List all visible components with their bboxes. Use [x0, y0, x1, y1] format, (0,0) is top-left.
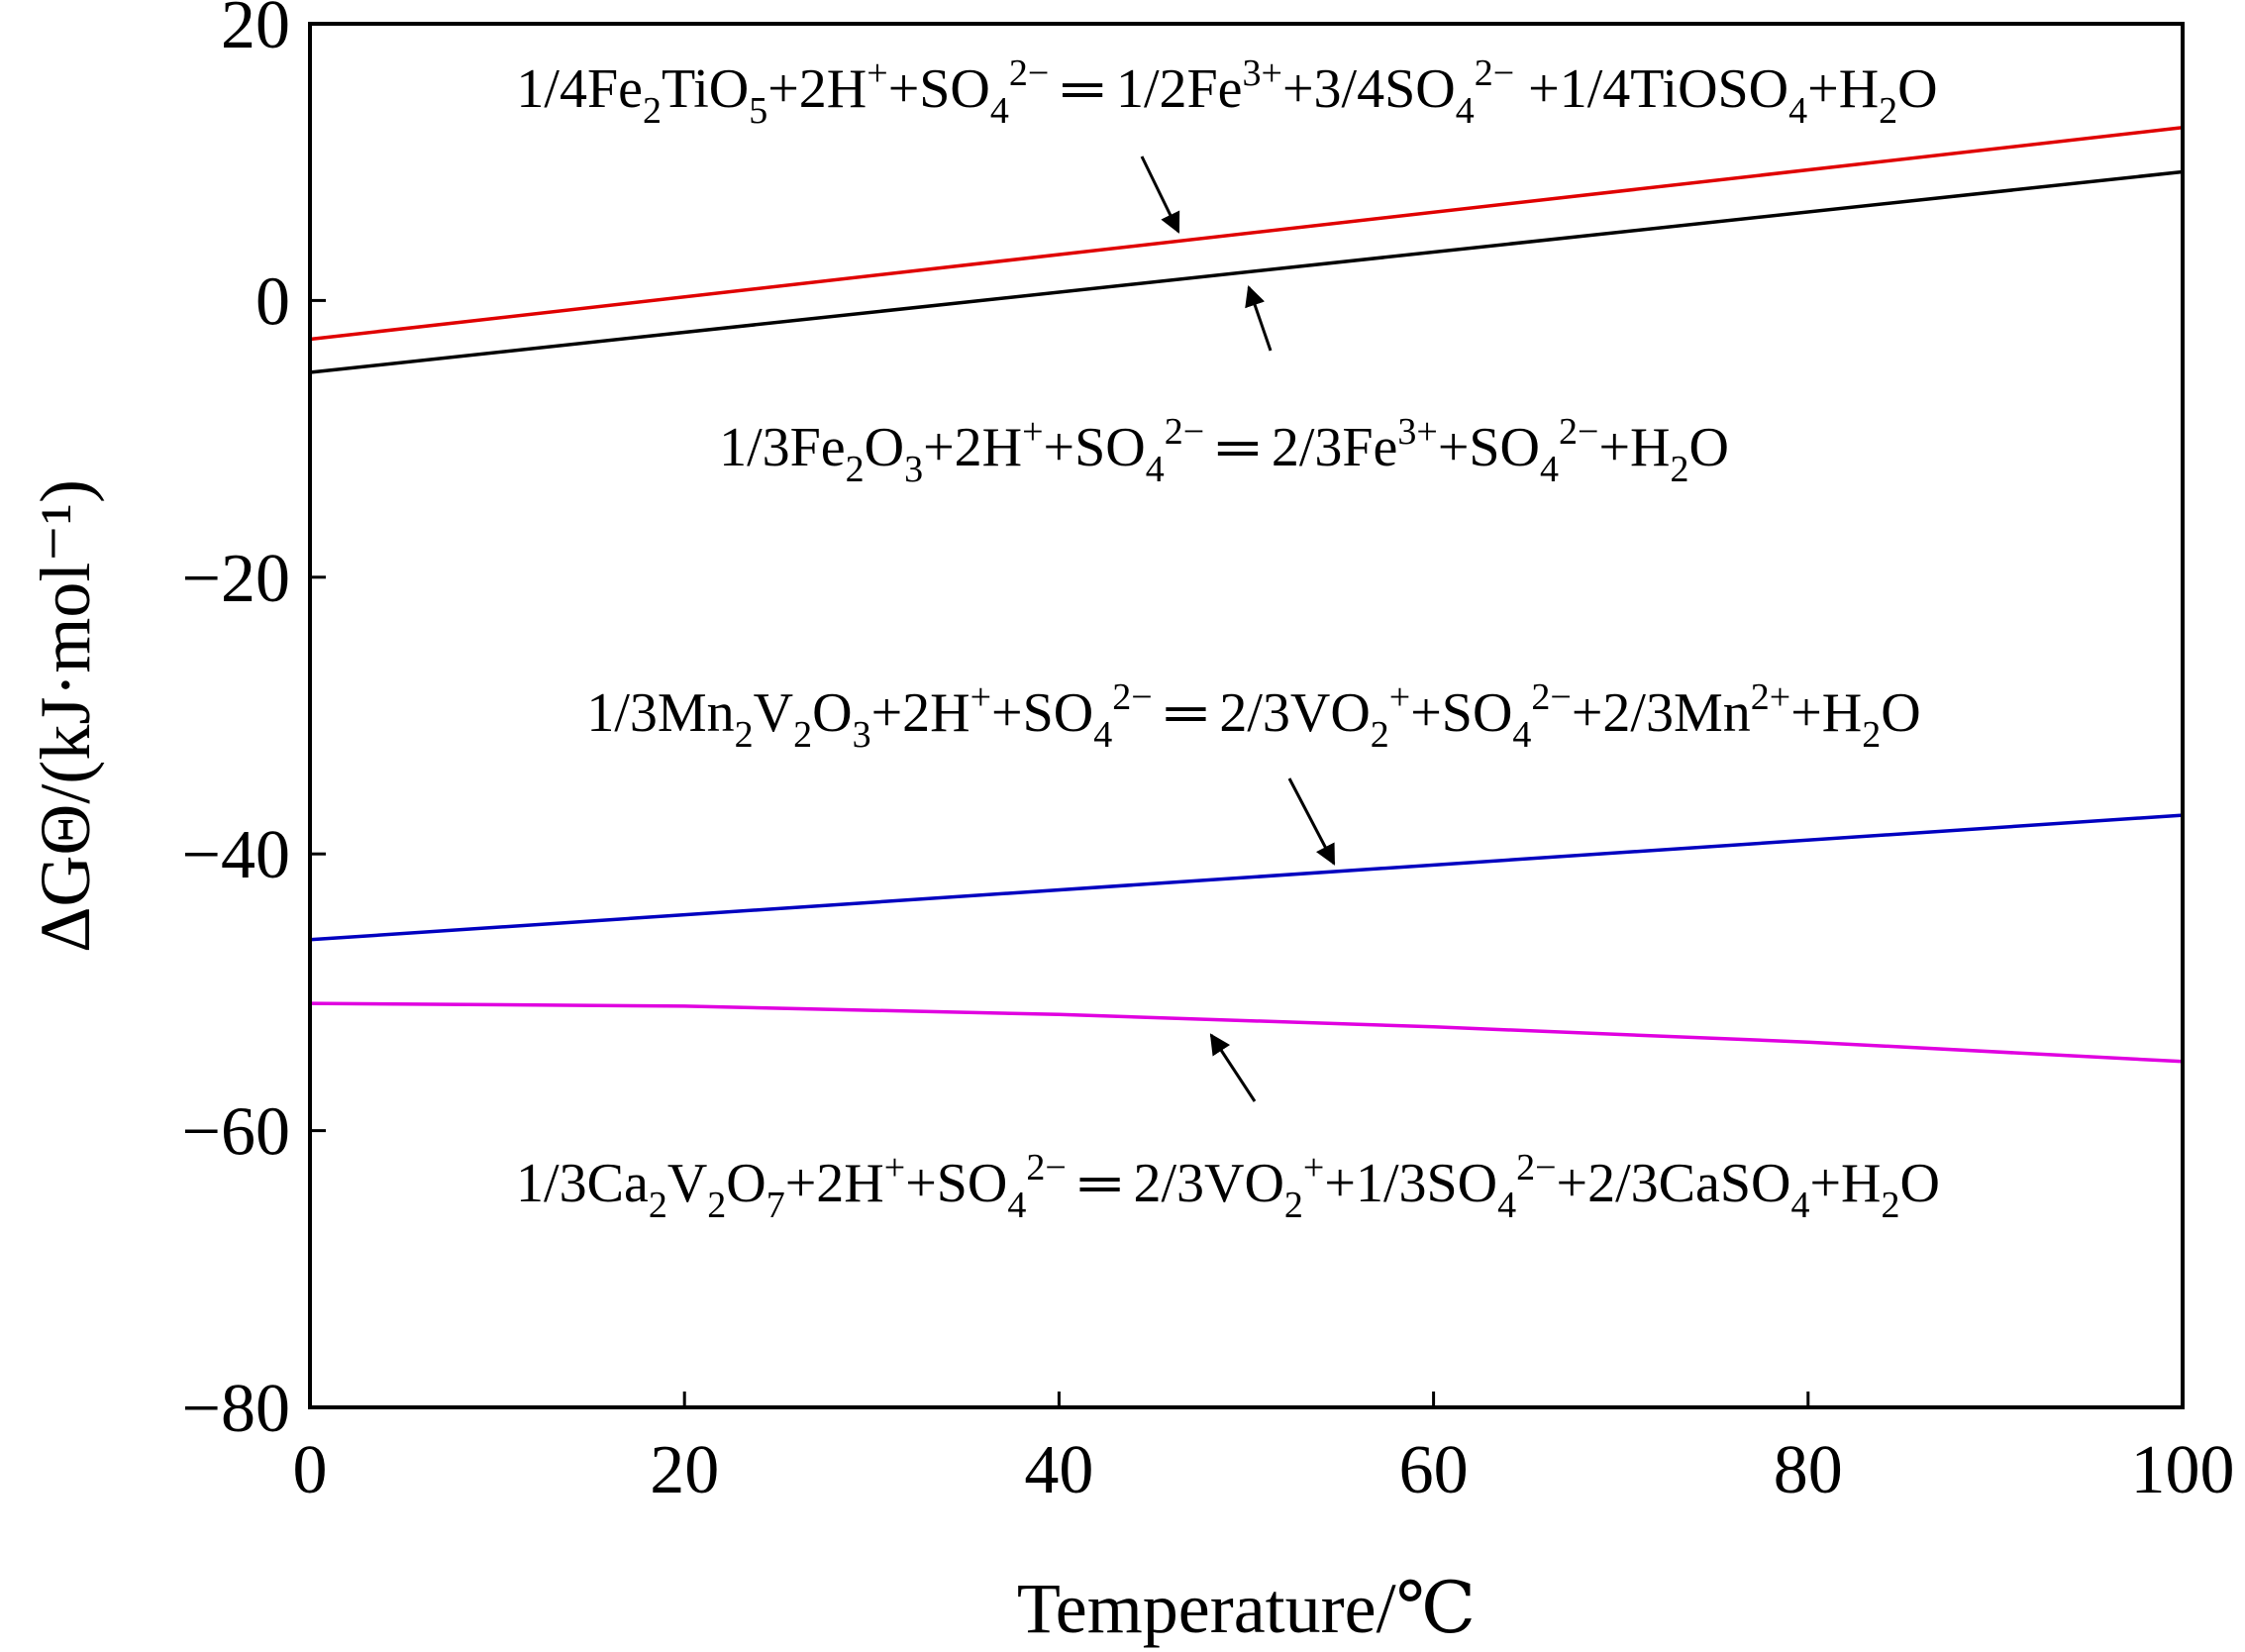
equation-label-fe2tio5: 1/4Fe2TiO5+2H++SO42− ═ 1/2Fe3++3/4SO42− …: [516, 52, 1937, 132]
arrow-fe2o3: [1245, 285, 1273, 352]
y-tick-label: −40: [182, 817, 290, 893]
plot-area-frame: [308, 22, 2185, 1409]
y-tick-label: −20: [182, 541, 290, 617]
equation-label-layer: 1/4Fe2TiO5+2H++SO42− ═ 1/2Fe3++3/4SO42− …: [516, 52, 1940, 1226]
y-tick-label: −80: [182, 1371, 290, 1447]
y-tick-label: 0: [255, 263, 290, 340]
arrow-ca2v2o7: [1209, 1033, 1257, 1102]
series-line-fe2tio5: [309, 126, 2184, 342]
equation-label-fe2o3: 1/3Fe2O3+2H++SO42− ═ 2/3Fe3++SO42−+H2O: [719, 411, 1729, 490]
equation-label-mn2v2o3: 1/3Mn2V2O3+2H++SO42− ═ 2/3VO2++SO42−+2/3…: [586, 676, 1920, 756]
x-tick-label: 40: [1024, 1432, 1093, 1508]
x-tick-label: 20: [650, 1432, 719, 1508]
y-tick-label: 20: [221, 0, 290, 63]
series-line-fe2o3: [309, 169, 2184, 374]
equation-label-ca2v2o7: 1/3Ca2V2O7+2H++SO42− ═ 2/3VO2++1/3SO42−+…: [516, 1147, 1940, 1226]
series-line-mn2v2o3: [309, 813, 2184, 942]
arrow-mn2v2o3: [1287, 777, 1336, 866]
x-tick-label: 80: [1774, 1432, 1843, 1508]
x-tick-label: 100: [2131, 1432, 2235, 1508]
series-line-ca2v2o7: [309, 1001, 2184, 1064]
arrow-layer: [1140, 155, 1336, 1102]
x-axis-title: Temperature/℃: [1017, 1569, 1476, 1648]
x-tick-label: 0: [293, 1432, 328, 1508]
tick-layer: 0 20 40 60 80 100 −80 −60 −40 −20 0 20: [182, 0, 2235, 1508]
series-layer: [309, 126, 2184, 1064]
x-tick-label: 60: [1399, 1432, 1469, 1508]
y-tick-label: −60: [182, 1094, 290, 1171]
y-axis-title: ΔGΘ/(kJ·mol⁻¹): [26, 479, 105, 953]
arrow-fe2tio5: [1140, 155, 1180, 234]
